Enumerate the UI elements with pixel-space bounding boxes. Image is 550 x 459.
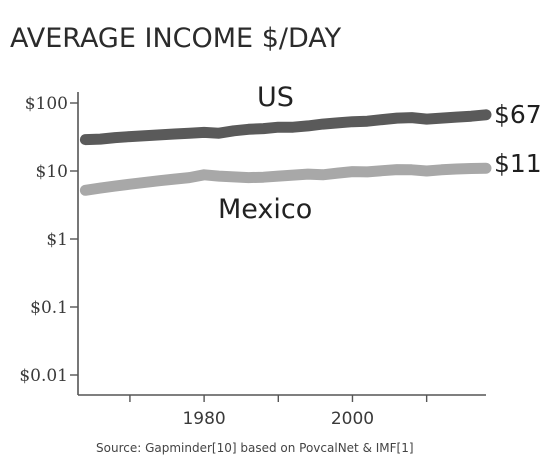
x-tick-label: 2000 (331, 409, 374, 429)
series-lines (79, 109, 492, 196)
source-note: Source: Gapminder[10] based on PovcalNet… (96, 441, 414, 455)
y-tick-label: $0.1 (30, 298, 68, 318)
x-tick-label: 1980 (182, 409, 225, 429)
series-line-us (79, 109, 492, 146)
series-label-us: US (257, 82, 294, 113)
y-tick-label: $0.01 (19, 366, 68, 386)
y-tick-label: $10 (36, 162, 68, 182)
y-tick-label: $100 (25, 94, 68, 114)
end-label-mexico: $11 (494, 149, 542, 178)
x-ticks: 1980 2000 (129, 395, 428, 429)
end-label-us: $67 (494, 100, 542, 129)
series-line-mexico (79, 162, 492, 196)
y-ticks: $100 $10 $1 $0.1 $0.01 (19, 94, 78, 386)
series-label-mexico: Mexico (218, 194, 312, 225)
chart-title: AVERAGE INCOME $/DAY (10, 23, 342, 54)
y-tick-label: $1 (46, 230, 68, 250)
